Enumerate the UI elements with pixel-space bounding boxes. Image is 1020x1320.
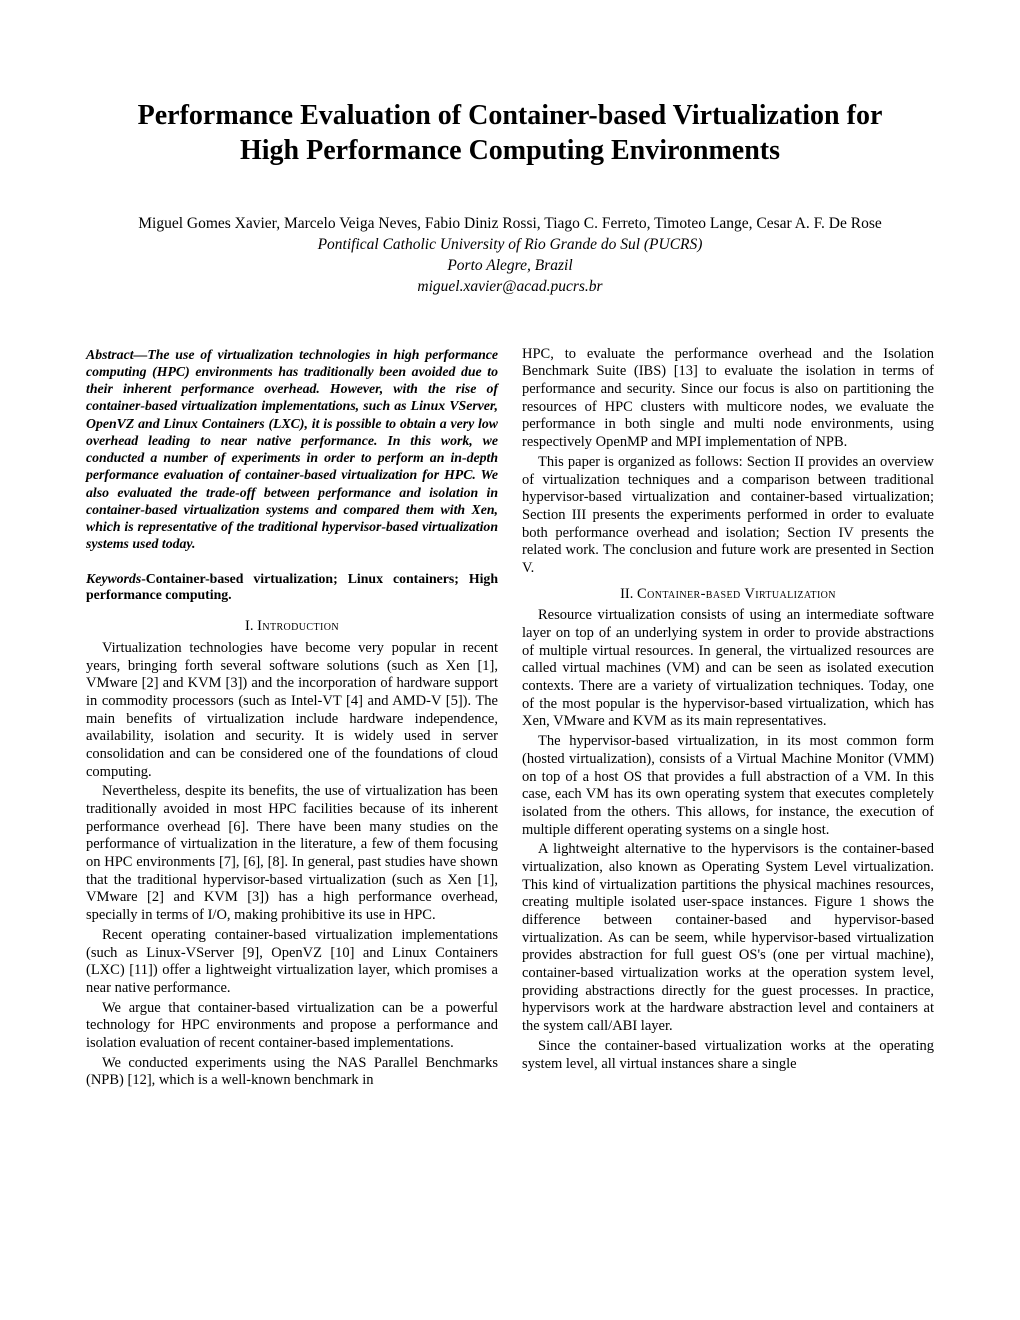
section-number-2: II. xyxy=(620,586,637,602)
paragraph-continuation: HPC, to evaluate the performance overhea… xyxy=(522,346,934,452)
keywords-label: Keywords xyxy=(86,571,141,586)
author-names: Miguel Gomes Xavier, Marcelo Veiga Neves… xyxy=(86,214,934,235)
keywords: Keywords-Container-based virtualization;… xyxy=(86,571,498,605)
section-number-1: I. xyxy=(245,618,257,634)
paragraph: Nevertheless, despite its benefits, the … xyxy=(86,783,498,925)
two-column-body: Abstract—The use of virtualization techn… xyxy=(86,346,934,1090)
paragraph: Virtualization technologies have become … xyxy=(86,640,498,782)
paragraph: This paper is organized as follows: Sect… xyxy=(522,454,934,578)
location: Porto Alegre, Brazil xyxy=(86,256,934,277)
title-line-1: Performance Evaluation of Container-base… xyxy=(138,100,883,131)
title-line-2: High Performance Computing Environments xyxy=(240,135,780,166)
paragraph: The hypervisor-based virtualization, in … xyxy=(522,733,934,839)
paper-page: Performance Evaluation of Container-base… xyxy=(0,0,1020,1320)
keywords-text: -Container-based virtualization; Linux c… xyxy=(86,571,498,603)
paragraph: We conducted experiments using the NAS P… xyxy=(86,1055,498,1090)
paper-title: Performance Evaluation of Container-base… xyxy=(86,98,934,168)
paragraph: Since the container-based virtualization… xyxy=(522,1038,934,1073)
section-heading-container-virt: II. Container-based Virtualization xyxy=(522,586,934,604)
section-title-2: Container-based Virtualization xyxy=(637,586,836,602)
affiliation: Pontifical Catholic University of Rio Gr… xyxy=(86,235,934,256)
abstract-text: —The use of virtualization technologies … xyxy=(86,347,498,552)
section-heading-introduction: I. Introduction xyxy=(86,618,498,636)
contact-email: miguel.xavier@acad.pucrs.br xyxy=(86,277,934,298)
abstract: Abstract—The use of virtualization techn… xyxy=(86,346,498,553)
paragraph: A lightweight alternative to the hypervi… xyxy=(522,841,934,1036)
paragraph: Recent operating container-based virtual… xyxy=(86,927,498,998)
abstract-label: Abstract xyxy=(86,347,134,362)
paragraph: Resource virtualization consists of usin… xyxy=(522,607,934,731)
author-block: Miguel Gomes Xavier, Marcelo Veiga Neves… xyxy=(86,214,934,298)
paragraph: We argue that container-based virtualiza… xyxy=(86,1000,498,1053)
section-title-1: Introduction xyxy=(257,618,339,634)
